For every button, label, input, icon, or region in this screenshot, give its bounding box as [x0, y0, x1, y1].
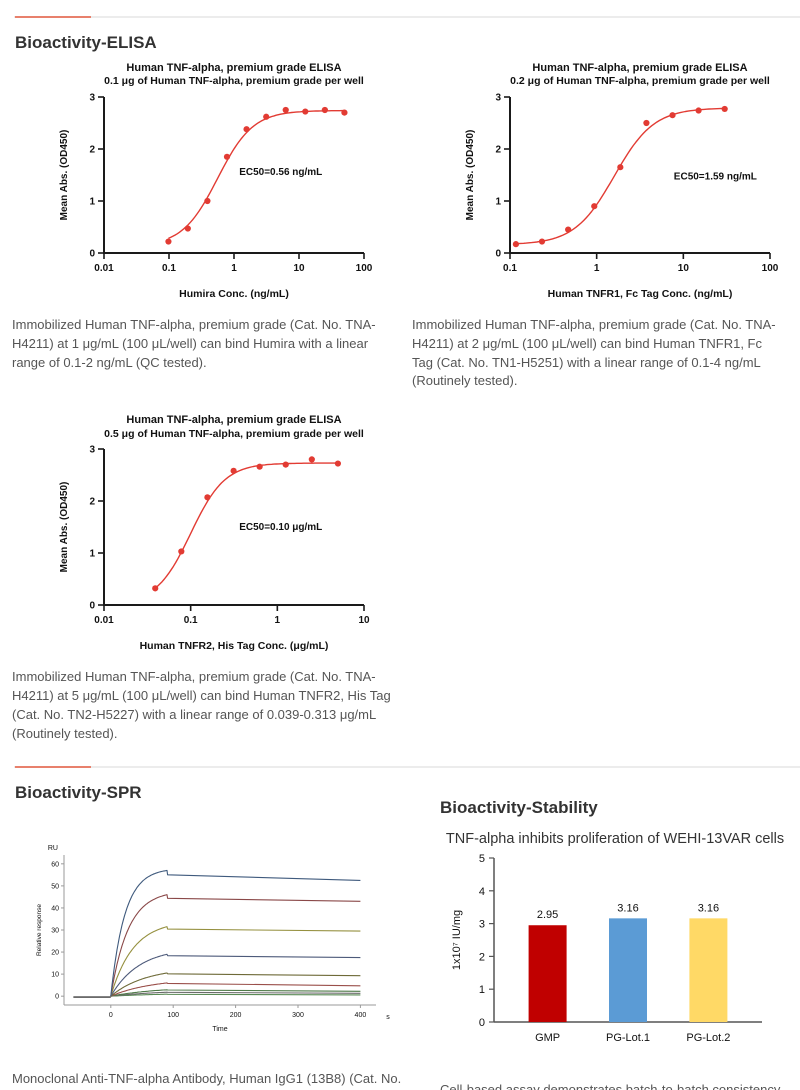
svg-text:PG-Lot.2: PG-Lot.2: [686, 1032, 730, 1044]
svg-text:Mean Abs. (OD450): Mean Abs. (OD450): [59, 130, 70, 221]
section-divider: [14, 765, 800, 768]
chart-title: Human TNF-alpha, premium grade ELISA: [126, 62, 342, 74]
svg-text:PG-Lot.1: PG-Lot.1: [606, 1032, 650, 1044]
svg-text:5: 5: [479, 853, 485, 865]
svg-text:Human TNFR1, Fc Tag Conc. (ng/: Human TNFR1, Fc Tag Conc. (ng/mL): [548, 288, 733, 300]
svg-text:0.01: 0.01: [94, 615, 114, 626]
svg-text:40: 40: [51, 905, 59, 912]
bar-chart-title: TNF-alpha inhibits proliferation of WEHI…: [445, 830, 785, 847]
svg-text:2: 2: [495, 144, 501, 155]
svg-text:2: 2: [479, 952, 485, 964]
svg-text:300: 300: [292, 1012, 304, 1019]
elisa-plot-humira: 0 1 2 3 0.01 0.1 1 10 100 EC50=0.56 ng/mL Mean Abs…: [59, 92, 373, 300]
svg-text:4: 4: [479, 886, 485, 898]
svg-text:20: 20: [51, 949, 59, 956]
stability-description: Cell-based assay demonstrates batch-to-b…: [440, 1082, 781, 1090]
svg-text:100: 100: [762, 263, 779, 274]
elisa-chart-humira: Human TNF-alpha, premium grade ELISA 0.1…: [50, 61, 384, 308]
svg-text:100: 100: [167, 1012, 179, 1019]
stability-bar-chart: 0 1 2 3 4 5 2.95 GMP 3.16 PG-Lot.1 3.16 PG-Lot.2 1x1…: [446, 850, 780, 1067]
svg-text:Mean Abs. (OD450): Mean Abs. (OD450): [59, 482, 70, 573]
svg-text:60: 60: [51, 861, 59, 868]
svg-text:400: 400: [355, 1012, 367, 1019]
stability-plot: 0 1 2 3 4 5 2.95 GMP 3.16 PG-Lot.1 3.16 PG-Lot.2 1x1…: [451, 853, 762, 1044]
svg-text:2.95: 2.95: [537, 910, 558, 922]
svg-text:1x10⁷ IU/mg: 1x10⁷ IU/mg: [451, 910, 463, 970]
chart-subtitle: 0.2 μg of Human TNF-alpha, premium grade…: [510, 75, 770, 88]
svg-text:0: 0: [109, 1012, 113, 1019]
elisa-description-tnfr1: Immobilized Human TNF-alpha, premium gra…: [412, 316, 776, 389]
chart-title: Human TNF-alpha, premium grade ELISA: [126, 414, 342, 427]
spr-sensorgram-chart: 0 10 20 30 40 50 60 0 100 200 300 400 RU Relative res…: [28, 839, 400, 1040]
svg-text:Relative response: Relative response: [36, 903, 43, 955]
svg-text:Mean Abs. (OD450): Mean Abs. (OD450): [465, 130, 476, 221]
svg-text:0: 0: [479, 1017, 485, 1029]
svg-text:3.16: 3.16: [617, 903, 638, 915]
elisa-chart-tnfr1: Human TNF-alpha, premium grade ELISA 0.2…: [456, 61, 790, 308]
svg-text:0: 0: [89, 601, 95, 612]
svg-text:2: 2: [89, 144, 95, 155]
svg-text:Human TNFR2, His Tag Conc. (μg: Human TNFR2, His Tag Conc. (μg/mL): [140, 640, 329, 652]
svg-text:EC50=0.56 ng/mL: EC50=0.56 ng/mL: [239, 167, 322, 178]
svg-text:0: 0: [495, 248, 501, 259]
svg-text:10: 10: [678, 263, 690, 274]
elisa-chart-tnfr2: Human TNF-alpha, premium grade ELISA 0.5…: [50, 413, 384, 660]
svg-text:1: 1: [479, 985, 485, 997]
svg-text:100: 100: [356, 263, 373, 274]
svg-text:50: 50: [51, 883, 59, 890]
svg-text:0.1: 0.1: [162, 263, 176, 274]
svg-text:10: 10: [358, 615, 370, 626]
chart-subtitle: 0.5 μg of Human TNF-alpha, premium grade…: [104, 427, 364, 440]
elisa-description-humira: Immobilized Human TNF-alpha, premium gra…: [12, 316, 376, 370]
svg-text:0.1: 0.1: [184, 615, 198, 626]
svg-text:1: 1: [89, 196, 95, 207]
svg-text:s: s: [386, 1014, 390, 1021]
svg-text:GMP: GMP: [535, 1032, 560, 1044]
svg-text:3: 3: [479, 919, 485, 931]
svg-text:1: 1: [495, 196, 501, 207]
section-heading-elisa: Bioactivity-ELISA: [15, 33, 157, 52]
svg-text:Time: Time: [212, 1026, 227, 1033]
svg-text:200: 200: [230, 1012, 242, 1019]
active-tab-underline: [15, 16, 91, 18]
svg-text:0: 0: [55, 993, 59, 1000]
svg-text:1: 1: [594, 263, 600, 274]
svg-text:1: 1: [275, 615, 281, 626]
svg-text:1: 1: [231, 263, 237, 274]
elisa-plot-tnfr2: 0 1 2 3 0.01 0.1 1 10 EC50=0.10 μg/mL Mean Abs. (…: [59, 445, 370, 653]
elisa-description-tnfr2: Immobilized Human TNF-alpha, premium gra…: [12, 669, 391, 741]
divider-accent: [15, 765, 91, 768]
svg-text:10: 10: [51, 971, 59, 978]
svg-text:Humira Conc. (ng/mL): Humira Conc. (ng/mL): [179, 288, 289, 300]
spr-plot: 0 10 20 30 40 50 60 0 100 200 300 400 RU Relative res…: [36, 845, 390, 1033]
svg-text:EC50=0.10 μg/mL: EC50=0.10 μg/mL: [239, 522, 322, 533]
chart-subtitle: 0.1 μg of Human TNF-alpha, premium grade…: [104, 75, 364, 88]
spr-description: Monoclonal Anti-TNF-alpha Antibody, Huma…: [12, 1070, 413, 1090]
section-heading-spr: Bioactivity-SPR: [15, 782, 142, 802]
svg-text:3.16: 3.16: [698, 903, 719, 915]
tab-bar-divider: [14, 16, 800, 18]
svg-text:RU: RU: [48, 845, 58, 852]
svg-text:0: 0: [89, 248, 95, 259]
svg-text:0.1: 0.1: [503, 263, 517, 274]
svg-text:3: 3: [89, 445, 95, 456]
chart-title: Human TNF-alpha, premium grade ELISA: [532, 62, 748, 74]
section-heading-stability: Bioactivity-Stability: [440, 797, 598, 817]
svg-text:10: 10: [293, 263, 305, 274]
svg-text:30: 30: [51, 927, 59, 934]
svg-text:1: 1: [89, 549, 95, 560]
svg-text:0.01: 0.01: [94, 263, 114, 274]
elisa-plot-tnfr1: 0 1 2 3 0.1 1 10 100 EC50=1.59 ng/mL Mean Abs. (O…: [465, 92, 779, 300]
svg-text:3: 3: [89, 92, 95, 103]
svg-text:EC50=1.59 ng/mL: EC50=1.59 ng/mL: [674, 172, 757, 183]
svg-text:2: 2: [89, 497, 95, 508]
svg-text:3: 3: [495, 92, 501, 103]
